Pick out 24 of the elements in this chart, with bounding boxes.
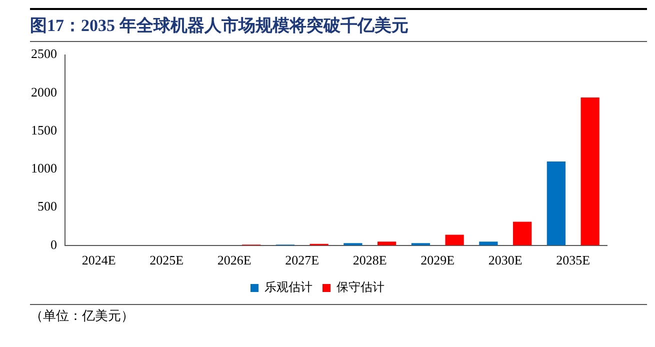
y-tick-label: 2000 bbox=[31, 84, 57, 100]
bar bbox=[479, 242, 498, 246]
text: （单位：亿美元） bbox=[30, 307, 647, 325]
bar bbox=[377, 242, 396, 246]
x-tick-label: 2028E bbox=[352, 252, 387, 268]
y-tick-label: 1000 bbox=[31, 160, 57, 176]
bar bbox=[546, 162, 566, 246]
x-tick-label: 2029E bbox=[420, 252, 455, 268]
bar bbox=[580, 97, 600, 246]
x-tick-label: 2030E bbox=[488, 252, 522, 268]
y-tick-label: 0 bbox=[50, 236, 57, 252]
legend-label: 乐观估计 bbox=[264, 280, 312, 294]
y-tick-label: 2500 bbox=[31, 46, 57, 62]
chart-title: 图17：2035 年全球机器人市场规模将突破千亿美元 bbox=[30, 15, 410, 37]
x-tick-label: 2035E bbox=[556, 252, 590, 268]
x-tick-label: 2026E bbox=[217, 252, 252, 268]
bar bbox=[512, 222, 532, 246]
x-tick-label: 2024E bbox=[82, 252, 116, 268]
x-tick-label: 2025E bbox=[150, 252, 184, 268]
x-tick-label: 2027E bbox=[285, 252, 320, 268]
y-tick-label: 500 bbox=[38, 198, 57, 214]
y-tick-label: 1500 bbox=[31, 122, 57, 138]
bar bbox=[445, 234, 464, 246]
legend-label: 保守估计 bbox=[336, 280, 384, 294]
